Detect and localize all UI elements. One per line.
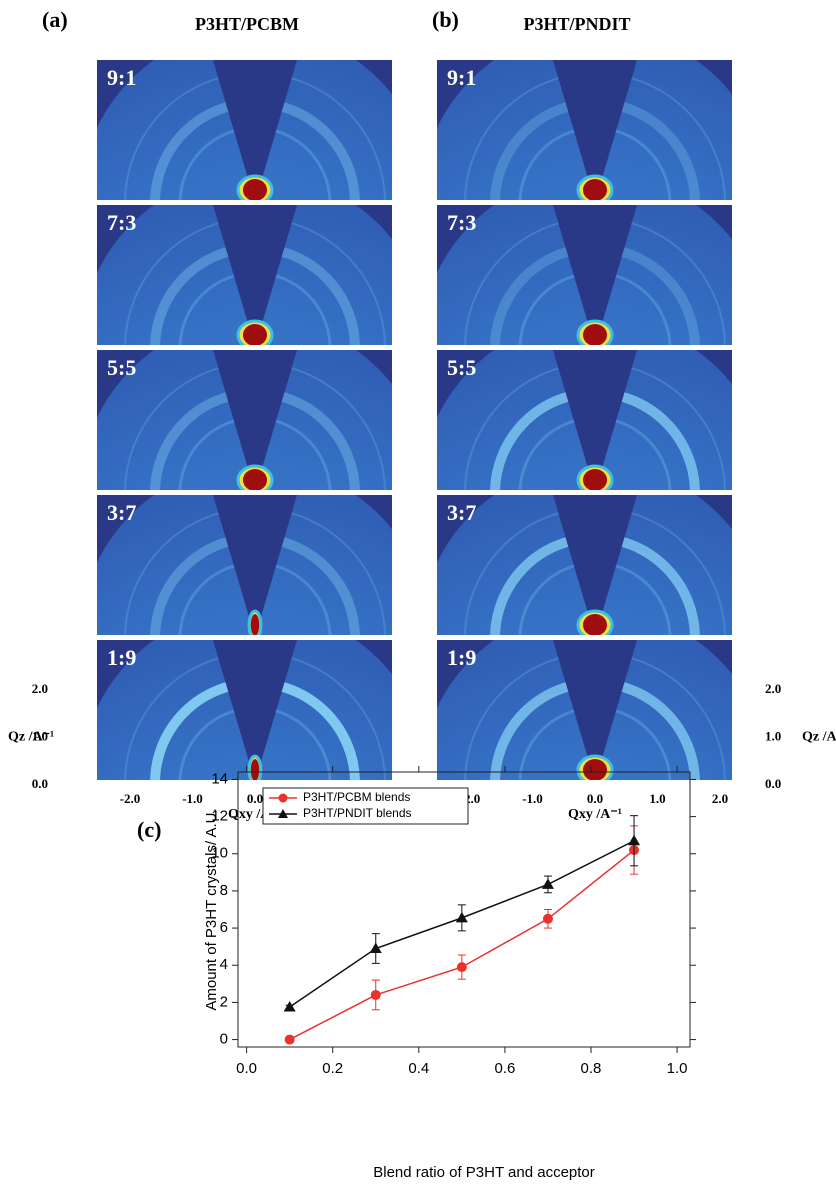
qxy-tick-label: -1.0 xyxy=(522,791,543,806)
x-tick-label: 0.6 xyxy=(494,1060,515,1077)
ratio-label: 7:3 xyxy=(107,210,136,235)
legend-label: P3HT/PNDIT blends xyxy=(303,806,412,820)
scattering-image xyxy=(97,205,392,345)
beam-wedge xyxy=(213,495,297,635)
qz-tick-label: 0.0 xyxy=(32,776,48,791)
y-axis-label: Amount of P3HT crystals/ A.U. xyxy=(203,808,220,1010)
x-tick-label: 0.4 xyxy=(408,1060,429,1077)
bragg-peak-core xyxy=(250,759,260,780)
y-tick-label: 14 xyxy=(211,770,228,787)
bragg-peak-core xyxy=(583,179,607,200)
scattering-image xyxy=(97,495,392,635)
scattering-image xyxy=(437,60,732,200)
qz-tick-label: 1.0 xyxy=(32,728,48,743)
x-tick-label: 0.0 xyxy=(236,1060,257,1077)
data-point xyxy=(455,911,468,923)
data-point xyxy=(542,913,553,924)
beam-wedge xyxy=(553,60,637,200)
x-tick-label: 0.2 xyxy=(322,1060,343,1077)
panel-title: P3HT/PNDIT xyxy=(523,14,630,34)
bragg-peak-core xyxy=(583,614,607,635)
y-tick-label: 6 xyxy=(220,919,228,936)
ratio-label: 1:9 xyxy=(107,645,136,670)
ratio-label: 5:5 xyxy=(447,355,476,380)
beam-wedge xyxy=(553,350,637,490)
scattering-image xyxy=(437,350,732,490)
bragg-peak-core xyxy=(243,179,267,200)
qxy-tick-label: 0.0 xyxy=(247,791,263,806)
ratio-label: 9:1 xyxy=(447,65,476,90)
legend-label: P3HT/PCBM blends xyxy=(303,790,410,804)
panel-title: P3HT/PCBM xyxy=(195,14,299,34)
x-axis-label: Blend ratio of P3HT and acceptor xyxy=(373,1164,595,1181)
ratio-label: 5:5 xyxy=(107,355,136,380)
beam-wedge xyxy=(553,495,637,635)
ratio-label: 7:3 xyxy=(447,210,476,235)
y-tick-label: 2 xyxy=(220,993,228,1010)
bragg-peak-core xyxy=(243,324,267,345)
panel-label: (b) xyxy=(432,7,459,32)
scattering-image xyxy=(97,350,392,490)
y-tick-label: 4 xyxy=(220,956,228,973)
chart-label: (c) xyxy=(137,817,161,842)
beam-wedge xyxy=(213,205,297,345)
beam-wedge xyxy=(553,640,637,780)
qz-tick-label: 1.0 xyxy=(765,728,781,743)
x-tick-label: 1.0 xyxy=(667,1060,688,1077)
data-point xyxy=(456,962,467,973)
y-tick-label: 12 xyxy=(211,808,228,825)
beam-wedge xyxy=(213,60,297,200)
data-point xyxy=(369,942,382,954)
y-tick-label: 8 xyxy=(220,882,228,899)
ratio-label: 9:1 xyxy=(107,65,136,90)
qxy-axis-label: Qxy /A⁻¹ xyxy=(568,807,622,822)
legend-marker xyxy=(278,793,288,803)
data-point xyxy=(370,989,381,1000)
beam-wedge xyxy=(213,350,297,490)
data-point xyxy=(628,834,641,846)
plot-frame xyxy=(237,771,691,1048)
series-line xyxy=(289,849,635,1041)
qxy-tick-label: 0.0 xyxy=(587,791,603,806)
qz-tick-label: 0.0 xyxy=(765,776,781,791)
qz-tick-label: 2.0 xyxy=(32,681,48,696)
y-tick-label: 0 xyxy=(220,1031,228,1048)
qz-tick-label: 2.0 xyxy=(765,681,781,696)
qxy-tick-label: -1.0 xyxy=(182,791,203,806)
bragg-peak-core xyxy=(583,324,607,345)
scattering-image xyxy=(97,60,392,200)
qxy-tick-label: 2.0 xyxy=(712,791,728,806)
bragg-peak-core xyxy=(583,469,607,490)
ratio-label: 3:7 xyxy=(107,500,136,525)
scattering-image xyxy=(437,205,732,345)
qxy-tick-label: -2.0 xyxy=(120,791,141,806)
beam-wedge xyxy=(213,640,297,780)
bragg-peak-core xyxy=(250,614,260,635)
data-point xyxy=(283,1001,296,1012)
data-point xyxy=(541,878,554,889)
x-tick-label: 0.8 xyxy=(581,1060,602,1077)
beam-wedge xyxy=(553,205,637,345)
qz-axis-label: Qz /A⁻¹ xyxy=(802,730,836,745)
qxy-tick-label: 1.0 xyxy=(649,791,665,806)
scattering-image xyxy=(437,640,732,780)
legend-box xyxy=(262,787,469,825)
qz-axis-label: Qz /A⁻¹ xyxy=(8,730,54,745)
y-tick-label: 10 xyxy=(211,845,228,862)
scattering-image xyxy=(437,495,732,635)
ratio-label: 1:9 xyxy=(447,645,476,670)
data-point xyxy=(284,1034,295,1045)
scattering-image xyxy=(97,640,392,780)
legend-marker xyxy=(278,809,288,818)
ratio-label: 3:7 xyxy=(447,500,476,525)
bragg-peak-core xyxy=(583,759,607,780)
panel-label: (a) xyxy=(42,7,68,32)
bragg-peak-core xyxy=(243,469,267,490)
